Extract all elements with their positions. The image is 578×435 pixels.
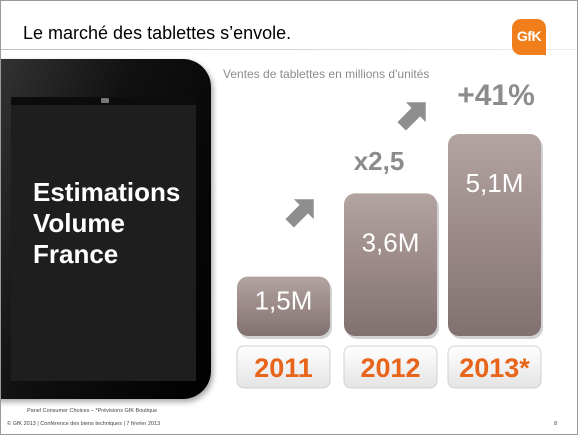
x-tick-label: 2012: [360, 353, 420, 383]
growth-annotation: +41%: [457, 79, 535, 112]
bar-value-label: 1,5M: [255, 285, 313, 315]
tablet-illustration: [1, 59, 211, 399]
x-tick-label: 2013*: [459, 353, 530, 383]
bar-value-label: 3,6M: [362, 227, 420, 257]
growth-arrow-icon: [397, 102, 426, 131]
footer-copyright: © GfK 2013 | Conférence des biens techni…: [7, 421, 161, 427]
x-tick-label: 2011: [254, 353, 313, 383]
title-divider: [1, 49, 577, 50]
year-tile: [236, 345, 331, 389]
tablet-caption-line: France: [33, 239, 119, 269]
arrow-shape: [397, 102, 426, 131]
arrow-shape: [285, 199, 314, 228]
bar: [237, 276, 330, 336]
tablet-caption-line: Estimations: [33, 177, 181, 207]
battery-icon: [101, 98, 109, 103]
tablet-caption-line: Volume: [33, 208, 125, 238]
tablet-screen: [11, 97, 196, 381]
tablet-caption: Estimations Volume France: [33, 177, 180, 270]
slide-title: Le marché des tablettes s’envole.: [23, 23, 292, 43]
bar-value-label: 5,1M: [466, 168, 524, 198]
footer-source: Panel Consumer Choices – *Prévisions GfK…: [27, 408, 158, 414]
year-tile: [447, 345, 542, 389]
page-number: 8: [554, 421, 558, 427]
gfk-logo: GfK: [512, 19, 546, 55]
bar: [448, 134, 541, 336]
chart-title: Ventes de tablettes en millions d'unités: [223, 67, 430, 81]
bar: [344, 193, 437, 336]
year-tile: [343, 345, 438, 389]
growth-arrow-icon: [285, 199, 314, 228]
gfk-logo-text: GfK: [516, 28, 542, 44]
growth-annotation: x2,5: [354, 146, 405, 176]
chart-marks: 1,5M 2011 3,6M 2012 5,1M 2013* x2,5 +41%: [236, 79, 543, 389]
